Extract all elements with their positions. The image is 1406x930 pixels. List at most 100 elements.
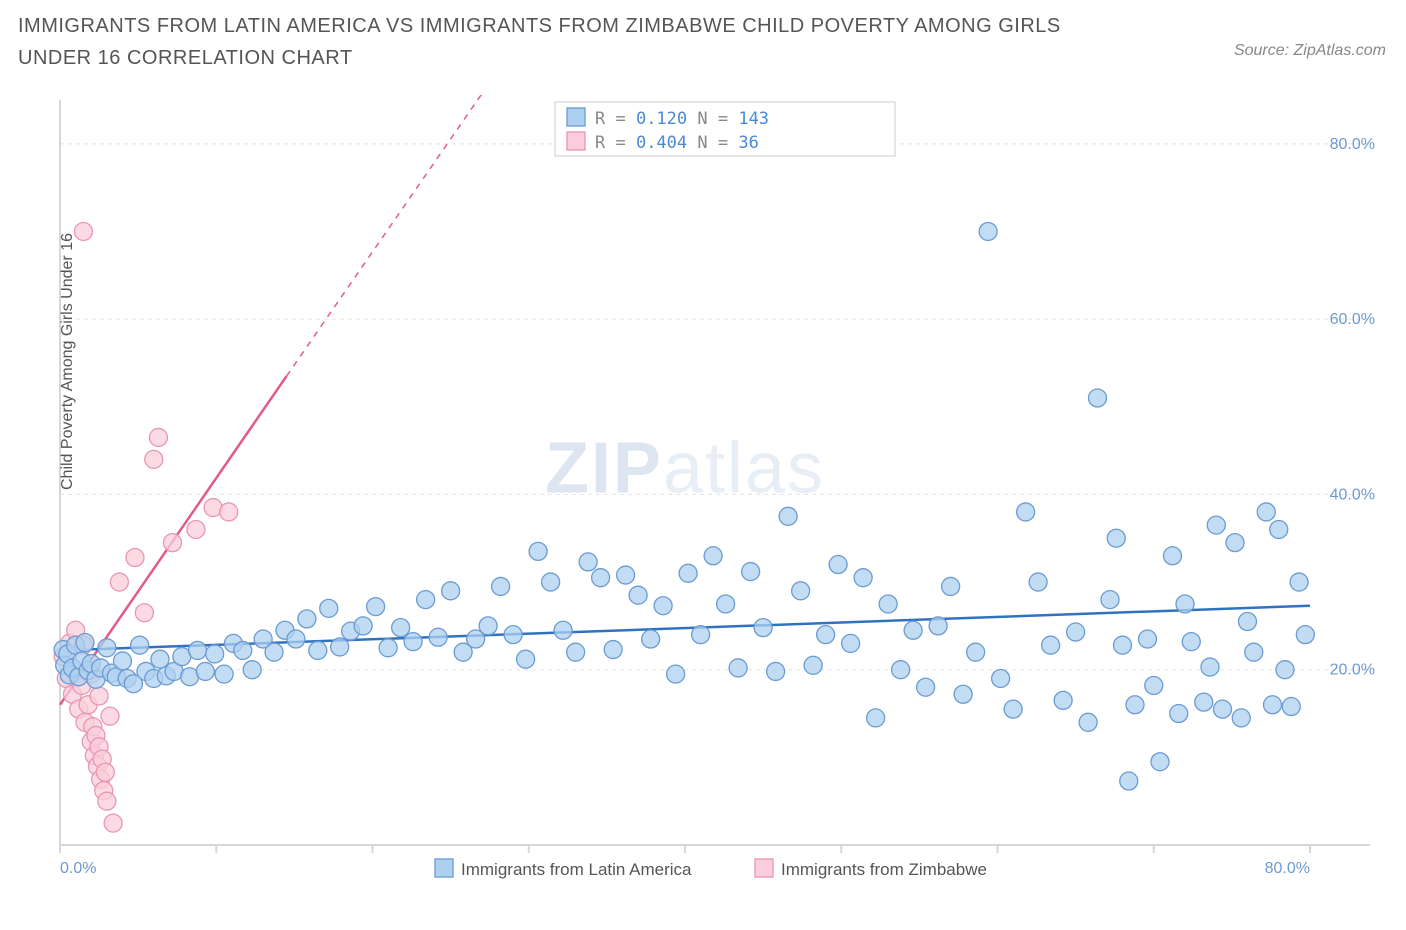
point-pink [187,520,205,538]
point-blue [1290,573,1308,591]
point-blue [804,656,822,674]
point-blue [592,569,610,587]
point-blue [234,641,252,659]
point-blue [617,566,635,584]
point-blue [1170,705,1188,723]
point-pink [135,604,153,622]
point-blue [1067,623,1085,641]
point-blue [1054,691,1072,709]
point-blue [929,617,947,635]
point-blue [1004,700,1022,718]
point-blue [287,630,305,648]
point-blue [320,599,338,617]
point-blue [379,639,397,657]
point-blue [954,685,972,703]
point-blue [667,665,685,683]
point-blue [504,626,522,644]
y-axis-label: Child Poverty Among Girls Under 16 [59,233,77,490]
point-pink [126,549,144,567]
point-blue [1101,591,1119,609]
legend-label-pink: Immigrants from Zimbabwe [781,860,987,879]
point-blue [1207,516,1225,534]
point-blue [829,556,847,574]
point-blue [1107,529,1125,547]
legend-label-blue: Immigrants from Latin America [461,860,692,879]
point-blue [417,591,435,609]
point-blue [979,222,997,240]
point-blue [917,678,935,696]
point-blue [992,669,1010,687]
y-tick-label: 20.0% [1330,662,1375,679]
point-blue [1245,643,1263,661]
point-blue [942,577,960,595]
legend-row: R = 0.404 N = 36 [595,133,759,153]
legend-swatch [567,132,585,150]
point-blue [879,595,897,613]
point-pink [104,814,122,832]
point-blue [629,586,647,604]
point-blue [1226,534,1244,552]
point-blue [892,661,910,679]
point-blue [265,643,283,661]
point-blue [517,650,535,668]
point-blue [1232,709,1250,727]
point-blue [1239,613,1257,631]
point-blue [1214,700,1232,718]
point-pink [149,428,167,446]
point-blue [196,662,214,680]
point-blue [442,582,460,600]
point-blue [1282,698,1300,716]
point-blue [542,573,560,591]
chart-svg: ZIPatlas0.0%80.0%20.0%40.0%60.0%80.0%R =… [50,95,1380,885]
point-blue [1139,630,1157,648]
point-blue [679,564,697,582]
point-blue [567,643,585,661]
point-pink [164,534,182,552]
point-blue [215,665,233,683]
point-blue [529,542,547,560]
y-tick-label: 80.0% [1330,136,1375,153]
point-blue [1089,389,1107,407]
point-blue [717,595,735,613]
point-blue [779,507,797,525]
point-blue [654,597,672,615]
point-blue [742,563,760,581]
y-tick-label: 40.0% [1330,486,1375,503]
point-blue [767,662,785,680]
legend-swatch [567,108,585,126]
plot-area: Child Poverty Among Girls Under 16 ZIPat… [50,95,1380,885]
point-blue [1201,658,1219,676]
point-blue [1151,753,1169,771]
point-blue [1270,520,1288,538]
point-blue [492,577,510,595]
point-pink [145,450,163,468]
chart-title: IMMIGRANTS FROM LATIN AMERICA VS IMMIGRA… [18,10,1138,74]
point-blue [1126,696,1144,714]
point-blue [604,641,622,659]
point-blue [1182,633,1200,651]
point-blue [114,652,132,670]
point-blue [554,621,572,639]
point-blue [1264,696,1282,714]
point-blue [1276,661,1294,679]
point-blue [1257,503,1275,521]
point-blue [243,661,261,679]
point-blue [429,628,447,646]
legend-swatch-bottom [435,859,453,877]
point-blue [1114,636,1132,654]
point-pink [98,792,116,810]
point-pink [90,687,108,705]
point-blue [1296,626,1314,644]
point-blue [854,569,872,587]
point-blue [1017,503,1035,521]
point-blue [1029,573,1047,591]
point-blue [754,619,772,637]
point-blue [298,610,316,628]
point-blue [98,639,116,657]
point-blue [404,633,422,651]
point-blue [367,598,385,616]
point-blue [867,709,885,727]
legend-row: R = 0.120 N = 143 [595,109,769,129]
point-blue [131,636,149,654]
point-blue [967,643,985,661]
